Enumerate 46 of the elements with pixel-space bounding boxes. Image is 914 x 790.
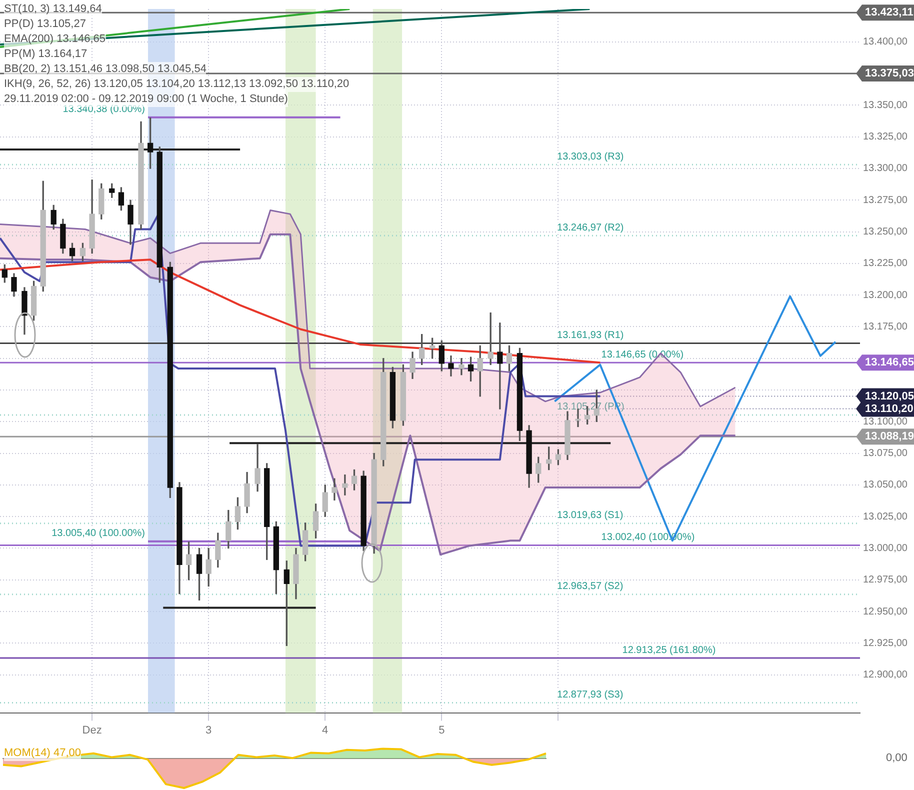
annotation: EMA(200) 13.146,65	[4, 32, 106, 47]
annotation: 13.246,97 (R2)	[557, 222, 624, 234]
y-tick-label: 12.975,00	[863, 574, 908, 586]
text: 0,00	[886, 752, 908, 764]
annotation: BB(20, 2) 13.151,46 13.098,50 13.045,54	[4, 62, 206, 77]
annotation: 13.340,38 (0.00%)	[62, 104, 145, 116]
y-tick-label: 12.925,00	[863, 638, 908, 649]
annotation: PP(D) 13.105,27	[4, 17, 86, 32]
y-tick-label: 13.325,00	[863, 132, 908, 143]
y-tick-label: 13.350,00	[863, 100, 908, 111]
ref-line-label: 13.088,19	[865, 430, 914, 443]
x-tick-label: Dez	[82, 724, 102, 736]
annotation: 12.877,93 (S3)	[557, 690, 624, 701]
y-tick-label: 13.275,00	[863, 194, 908, 206]
annotation: 13.303,03 (R3)	[557, 151, 624, 162]
annotation: 13.005,40 (100.00%)	[52, 528, 145, 540]
ref-line-label: 13.375,03	[865, 68, 914, 80]
annotation: 12.963,57 (S2)	[557, 581, 624, 592]
y-tick-label: 13.200,00	[863, 290, 908, 301]
y-tick-label: 13.225,00	[863, 258, 908, 270]
x-tick-label: 3	[206, 724, 212, 736]
y-tick-label: 13.025,00	[863, 511, 908, 522]
ref-line-label: 13.146,65	[865, 356, 914, 369]
y-tick-label: 13.175,00	[863, 321, 908, 332]
y-tick-label: 12.950,00	[863, 606, 908, 618]
y-tick-label: 13.400,00	[863, 36, 908, 48]
y-tick-label: 13.100,00	[863, 416, 908, 428]
ref-line-label: 13.423,11	[865, 6, 914, 19]
annotation: MOM(14) 47,00	[4, 746, 82, 761]
annotation: IKH(9, 26, 52, 26) 13.120,05 13.104,20 13.112,13 13.092,50 13.110,20	[4, 77, 350, 92]
annotation: 12.913,25 (161.80%)	[622, 644, 716, 656]
y-tick-label: 12.900,00	[863, 670, 908, 681]
annotation: 13.019,63 (S1)	[557, 510, 624, 522]
annotation: PP(M) 13.164,17	[4, 47, 88, 62]
x-tick-label: 5	[438, 724, 445, 736]
x-tick-label: 4	[322, 724, 328, 736]
y-tick-label: 13.000,00	[863, 542, 908, 554]
y-tick-label: 13.075,00	[863, 448, 908, 460]
annotation: ST(10, 3) 13.149,64	[4, 2, 102, 17]
annotation: 13.110,20	[865, 402, 914, 415]
y-tick-label: 13.300,00	[863, 163, 908, 174]
y-tick-label: 13.250,00	[863, 226, 908, 238]
annotation: 13.120,05	[865, 390, 914, 402]
annotation: 13.161,93 (R1)	[557, 330, 624, 342]
y-tick-label: 13.050,00	[863, 480, 908, 491]
candlestick	[342, 474, 348, 496]
